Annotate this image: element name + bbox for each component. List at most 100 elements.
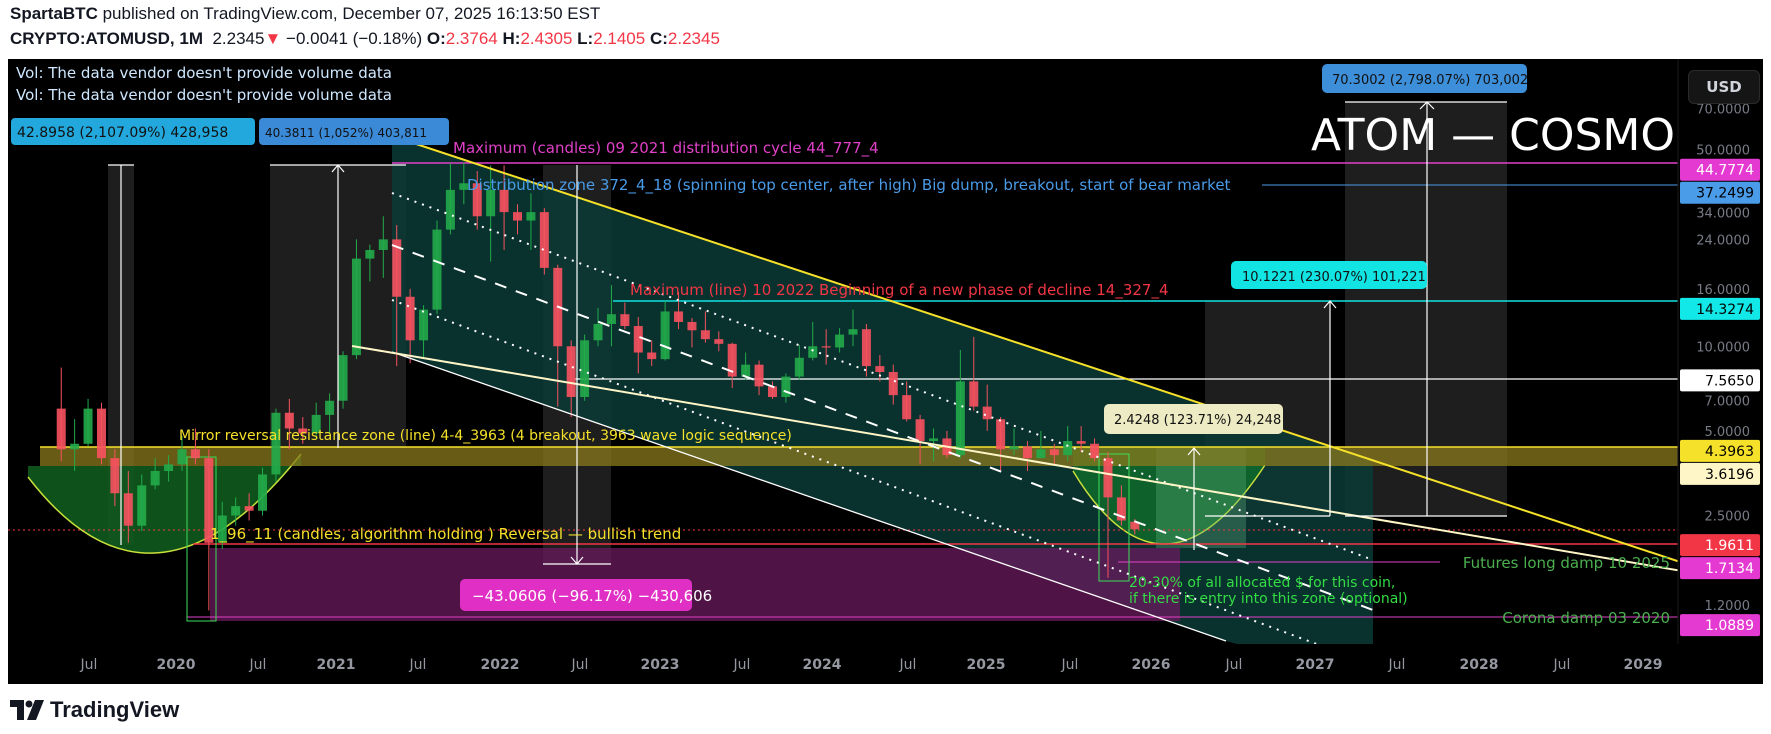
candle-body [727, 343, 737, 377]
measure-left1-label: 42.8958 (2,107.09%) 428,958 [17, 125, 228, 141]
annotation-max-line: Maximum (line) 10 2022 Beginning of a ne… [630, 281, 1169, 300]
price-label-box [1680, 369, 1760, 392]
arrow-up-icon [1419, 101, 1435, 110]
price-tick-label: 70.0000 [1696, 103, 1750, 118]
candle-body [1103, 458, 1113, 498]
chart-svg[interactable]: Vol: The data vendor doesn't provide vol… [8, 59, 1763, 684]
triangle-down-icon: ▼ [264, 29, 282, 48]
author: SpartaBTC [10, 4, 98, 23]
candle-body [83, 408, 93, 444]
candle-body [338, 355, 348, 401]
annotation-reversal: 1_96_11 (candles, algorithm holding ) Re… [210, 525, 681, 544]
price-label: 3.6196 [1680, 462, 1760, 485]
time-tick-label: 2025 [967, 657, 1006, 673]
candle-body [513, 212, 522, 221]
arrow-up-icon [1323, 300, 1337, 309]
measure-mid-label: 10.1221 (230.07%) 101,221 [1242, 270, 1426, 285]
candle-body [284, 412, 294, 429]
price-label: 1.9611 [1680, 534, 1760, 557]
time-tick-label: 2026 [1132, 657, 1171, 673]
candle-body [1090, 443, 1100, 459]
candle [1036, 430, 1046, 459]
candle-body [311, 414, 321, 434]
measure-low-label: 2.4248 (123.71%) 24,248 [1114, 413, 1281, 428]
candle [1022, 441, 1032, 471]
candle-body [177, 449, 187, 465]
annotation-futures: Futures long damp 10 2025 [1463, 554, 1670, 572]
candle-body [325, 400, 335, 415]
candle-body [620, 314, 630, 327]
candle-body [674, 311, 684, 322]
accumulation-zone [210, 548, 1180, 621]
candle-body [432, 229, 442, 310]
candle-body [419, 309, 429, 341]
candle-body [633, 326, 643, 353]
mirror-resistance-zone [40, 447, 1678, 466]
currency-button[interactable]: USD [1688, 70, 1760, 104]
candle-body [526, 212, 536, 221]
candle-body [351, 258, 361, 356]
measure-top-label: 70.3002 (2,798.07%) 703,002 [1332, 73, 1528, 88]
time-tick-label: 2020 [157, 657, 196, 673]
price-label-text: 7.5650 [1705, 373, 1754, 389]
candle-body [996, 419, 1006, 450]
entry-box [186, 456, 217, 622]
high-value: 2.4305 [520, 29, 573, 48]
candle [606, 285, 616, 347]
published-text: published on TradingView.com, December 0… [102, 4, 601, 23]
candle [110, 449, 120, 507]
price-label-box [1680, 534, 1760, 557]
candle-body [164, 464, 174, 471]
candle [754, 360, 764, 396]
candle [955, 349, 965, 459]
candle-body [821, 346, 831, 348]
candle-body [861, 329, 871, 367]
measure-label-box [1104, 404, 1283, 434]
time-tick-label: 2028 [1460, 657, 1499, 673]
candle [83, 398, 93, 447]
candle [164, 455, 174, 482]
measure-drop-label: −43.0606 (−96.17%) −430,606 [472, 587, 712, 605]
chart-pane[interactable]: Vol: The data vendor doesn't provide vol… [8, 59, 1763, 684]
candle [351, 239, 361, 360]
price-label: 1.0889 [1680, 614, 1760, 637]
tradingview-logo[interactable]: TradingView [10, 697, 179, 723]
candle [445, 163, 455, 235]
candle [902, 381, 912, 422]
candle-body [794, 357, 804, 377]
time-axis[interactable] [8, 644, 1678, 684]
candle [325, 393, 335, 434]
candle [808, 321, 818, 361]
candle [472, 171, 482, 230]
candle-body [1130, 521, 1140, 530]
time-tick-label: 2023 [641, 657, 680, 673]
drawings-back [8, 102, 1678, 680]
price-label: 4.3963 [1680, 439, 1760, 462]
candle-body [137, 485, 147, 526]
measure-label-box [460, 579, 692, 611]
price-tick-label: 2.5000 [1705, 510, 1751, 525]
price-label-box [1680, 462, 1760, 485]
candle-body [231, 506, 241, 516]
candle [96, 402, 106, 465]
last-price: 2.2345 [212, 29, 265, 48]
candle [660, 300, 670, 361]
candle [419, 305, 429, 360]
time-tick-label: 2024 [803, 657, 842, 673]
measure-label-box [259, 118, 449, 145]
brand-name: TradingView [50, 697, 180, 722]
candle [298, 417, 308, 444]
candle [258, 467, 268, 516]
candle-body [1036, 449, 1046, 459]
annotation-max-candles: Maximum (candles) 09 2021 distribution c… [453, 139, 879, 158]
price-label-text: 37.2499 [1696, 186, 1754, 202]
candle-body [1049, 449, 1059, 456]
candle [217, 501, 227, 550]
price-label: 1.7134 [1680, 557, 1760, 580]
candle [338, 351, 348, 409]
candle-body [56, 408, 66, 450]
candle-body [566, 346, 576, 397]
time-tick-label: Jul [409, 657, 427, 673]
candle-body [593, 323, 603, 341]
candle-body [258, 474, 268, 511]
